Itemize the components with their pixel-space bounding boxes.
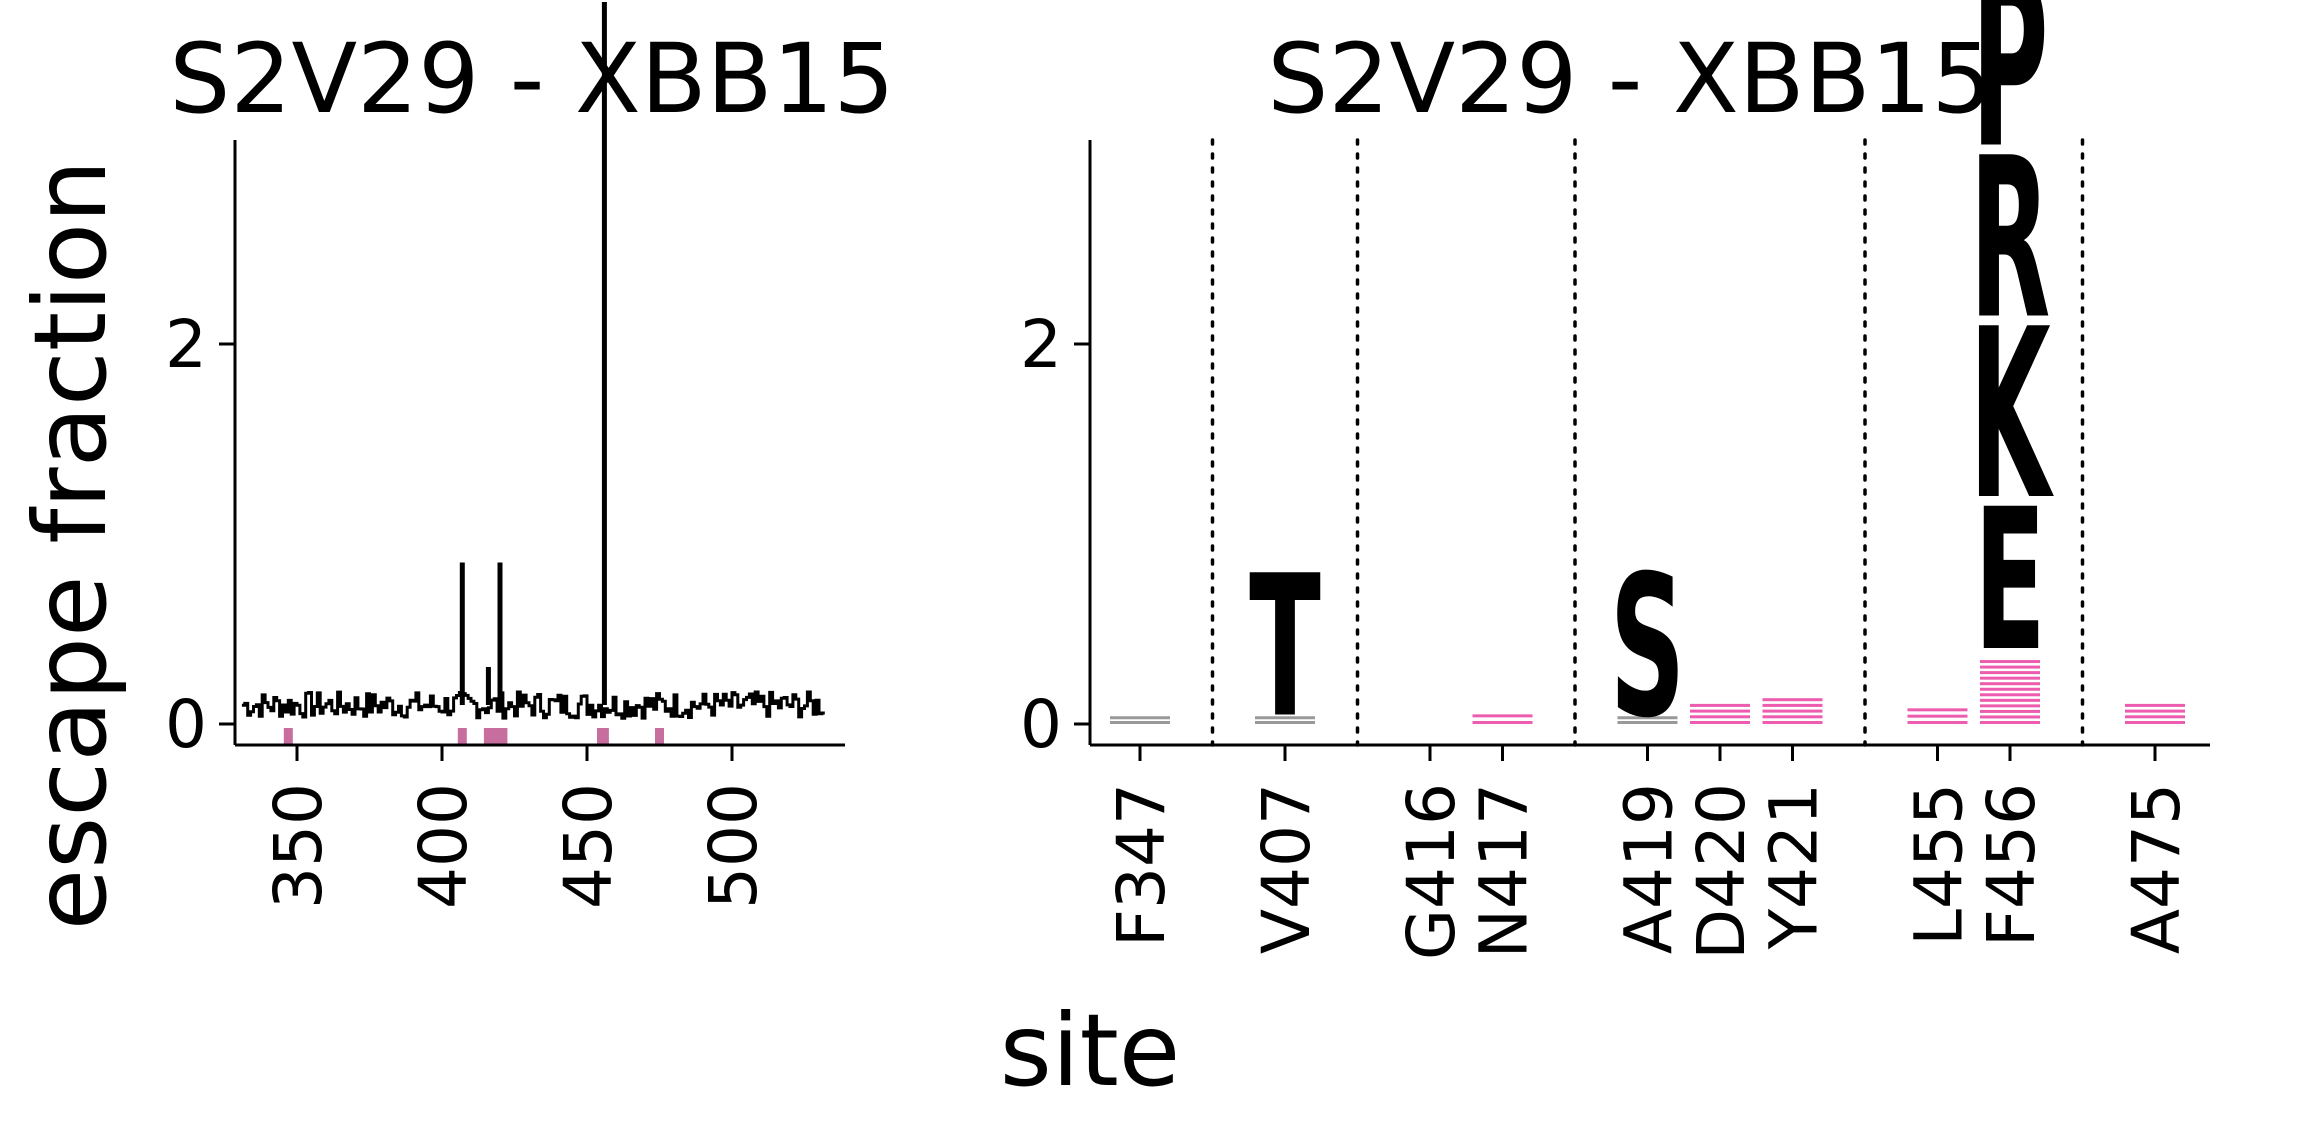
- right-small-stack-band: [1690, 709, 1750, 713]
- left-site-marker: [599, 728, 609, 745]
- left-site-marker: [498, 728, 508, 745]
- right-small-stack-band: [1980, 721, 2040, 724]
- right-logo-letter: P: [1972, 0, 2049, 200]
- right-small-stack-band: [1980, 709, 2040, 713]
- right-small-stack-band: [1980, 693, 2040, 697]
- left-panel-title: S2V29 - XBB15: [169, 23, 894, 135]
- right-small-stack-band: [1255, 716, 1315, 720]
- right-logo-letter: S: [1610, 534, 1686, 761]
- right-small-stack-band: [2125, 715, 2185, 719]
- right-group-separators: [1210, 138, 2085, 747]
- right-small-stack-band: [1980, 698, 2040, 702]
- right-small-stack-band: [1617, 716, 1678, 720]
- right-small-stack-band: [1110, 716, 1170, 720]
- right-y-tick-label: 2: [1020, 306, 1062, 383]
- right-x-tick-label: G416: [1393, 783, 1470, 960]
- left-site-marker: [457, 728, 467, 745]
- y-axis-label: escape fraction: [12, 160, 129, 931]
- right-small-stack-band: [1472, 714, 1533, 718]
- right-small-stack-band: [1980, 682, 2040, 686]
- left-y-tick-label: 2: [165, 306, 207, 383]
- right-logo-letter: R: [1970, 110, 2051, 368]
- right-small-stack-band: [1980, 671, 2040, 675]
- left-site-marker: [283, 728, 293, 745]
- right-x-tick-label: F456: [1973, 783, 2050, 947]
- right-panel-title: S2V29 - XBB15: [1267, 23, 1992, 135]
- right-small-stack-band: [1690, 721, 1750, 724]
- right-small-stack-band: [1907, 714, 1968, 718]
- right-x-tick-label: A475: [2118, 783, 2195, 954]
- right-small-stack-band: [2125, 703, 2185, 707]
- right-small-stack-band: [1472, 721, 1533, 724]
- right-x-tick-label: F347: [1103, 783, 1180, 947]
- left-axes: 0246350400450500: [165, 0, 845, 909]
- left-y-tick-label: 4: [165, 0, 207, 3]
- right-x-tick-label: A419: [1611, 783, 1688, 954]
- right-x-tick-label: Y421: [1756, 783, 1833, 950]
- right-small-stack-band: [1980, 660, 2040, 664]
- right-small-stack-band: [1907, 721, 1968, 724]
- right-small-stack-band: [1980, 665, 2040, 669]
- right-logo-letter: T: [1249, 534, 1321, 761]
- left-x-tick-label: 450: [550, 783, 627, 909]
- left-site-marker: [655, 728, 664, 745]
- right-x-tick-label: L455: [1901, 783, 1978, 946]
- right-small-stack-band: [1980, 704, 2040, 708]
- right-small-stack-band: [1980, 715, 2040, 719]
- left-spikes: [459, 2, 607, 705]
- right-small-stack-band: [1907, 708, 1968, 712]
- right-y-tick-label: 4: [1020, 0, 1062, 3]
- left-baseline: [241, 690, 825, 720]
- right-small-stack-band: [1762, 709, 1823, 713]
- right-x-tick-label: N417: [1466, 783, 1543, 958]
- right-small-stack-band: [2125, 721, 2185, 724]
- right-small-stacks: [1110, 660, 2185, 724]
- right-small-stack-band: [1617, 721, 1678, 724]
- right-x-tick-label: V407: [1248, 783, 1325, 954]
- left-site-markers: [283, 728, 664, 745]
- left-site-marker: [486, 728, 496, 745]
- right-small-stack-band: [1980, 676, 2040, 680]
- right-small-stack-band: [1762, 703, 1823, 707]
- left-y-tick-label: 0: [165, 686, 207, 763]
- x-axis-label: site: [1000, 992, 1181, 1109]
- right-small-stack-band: [1690, 703, 1750, 707]
- right-small-stack-band: [1762, 715, 1823, 719]
- right-small-stack-band: [1980, 687, 2040, 691]
- left-x-tick-label: 350: [260, 783, 337, 909]
- right-axes: 0246F347V407G416N417A419D420Y421L455F456…: [1020, 0, 2210, 960]
- right-small-stack-band: [2125, 709, 2185, 713]
- left-panel: S2V29 - XBB15 0246350400450500: [165, 0, 895, 909]
- right-logo-letter: E: [1974, 467, 2046, 694]
- right-small-stack-band: [1690, 715, 1750, 719]
- left-x-tick-label: 500: [695, 783, 772, 909]
- right-small-stack-band: [1762, 698, 1823, 702]
- right-logo-letter: K: [1969, 279, 2054, 551]
- right-small-stack-band: [1762, 721, 1823, 724]
- left-x-tick-label: 400: [405, 783, 482, 909]
- left-baseline-line: [241, 690, 825, 720]
- right-small-stack-band: [1110, 721, 1170, 724]
- right-y-tick-label: 0: [1020, 686, 1062, 763]
- right-x-tick-label: D420: [1683, 783, 1760, 960]
- right-small-stack-band: [1255, 721, 1315, 724]
